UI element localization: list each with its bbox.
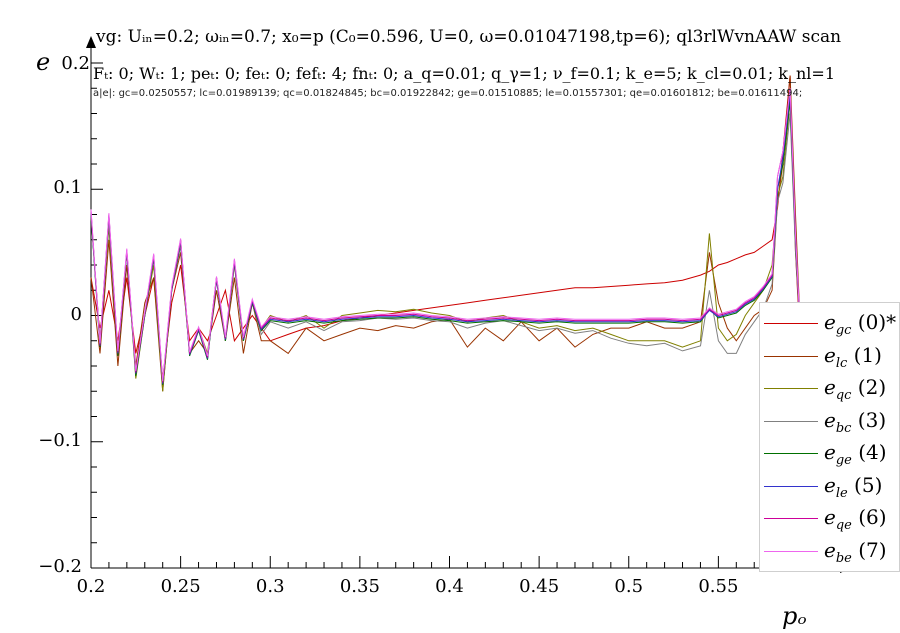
series-line-5 (90, 94, 802, 384)
legend-item: elc (1) (760, 340, 900, 371)
legend-swatch (764, 388, 818, 389)
y-tick-label: −0.2 (38, 556, 82, 577)
legend-swatch (764, 420, 818, 422)
ticks (90, 62, 809, 569)
legend-item: egc (0)* (760, 307, 900, 338)
legend: egc (0)* elc (1) eqc (2) ebc (3) ege (4) ele … (759, 302, 900, 572)
legend-label: ege (4) (824, 440, 887, 468)
x-tick-label: 0.3 (255, 576, 285, 597)
y-axis-label: e (36, 48, 51, 76)
header-line-3: a|e|: gc=0.0250557; lc=0.01989139; qc=0.… (93, 88, 803, 99)
legend-item: ele (5) (760, 470, 900, 501)
x-tick-label: 0.35 (339, 576, 380, 597)
y-tick-label: −0.1 (38, 429, 82, 451)
legend-swatch (764, 518, 818, 519)
plot-area (90, 75, 802, 392)
axes (86, 36, 852, 573)
x-tick-label: 0.4 (435, 576, 464, 597)
y-tick-label: 0.1 (53, 177, 82, 199)
x-tick-label: 0.5 (614, 576, 644, 597)
legend-label: egc (0)* (824, 310, 897, 338)
y-tick-label: 0.2 (61, 53, 90, 74)
legend-swatch (764, 550, 818, 552)
x-tick-label: 0.25 (160, 576, 201, 597)
series-line-0 (90, 75, 802, 379)
x-tick-label: 0.45 (519, 576, 560, 597)
legend-swatch (764, 323, 818, 324)
legend-label: elc (1) (824, 342, 882, 371)
legend-label: ele (5) (824, 472, 883, 501)
legend-label: eqe (6) (824, 505, 887, 533)
legend-label: ebe (7) (824, 537, 887, 566)
x-axis-label: pₒ (782, 602, 807, 630)
y-tick-label: 0 (70, 303, 82, 325)
header-line-1: vg: Uᵢₙ=0.2; ωᵢₙ=0.7; x₀=p (C₀=0.596, U=… (96, 27, 842, 47)
x-tick-label: 0.2 (76, 576, 106, 597)
legend-item: eqc (2) (760, 372, 900, 403)
legend-swatch (764, 485, 818, 487)
legend-item: ege (4) (760, 437, 900, 468)
legend-label: eqc (2) (824, 375, 887, 403)
legend-swatch (764, 453, 818, 454)
series-line-1 (90, 75, 802, 392)
legend-swatch (764, 355, 818, 357)
series-line-3 (90, 113, 802, 385)
legend-item: eqe (6) (760, 502, 900, 533)
legend-item: ebc (3) (760, 405, 900, 436)
series-line-6 (90, 88, 802, 383)
series-line-7 (90, 88, 802, 382)
header-line-2: Fₜ: 0; Wₜ: 1; peₜ: 0; feₜ: 0; fefₜ: 4; f… (93, 64, 835, 83)
y-axis-arrow (86, 36, 96, 48)
x-tick-label: 0.55 (698, 576, 739, 597)
legend-item: ebe (7) (760, 535, 900, 566)
legend-label: ebc (3) (824, 407, 887, 436)
